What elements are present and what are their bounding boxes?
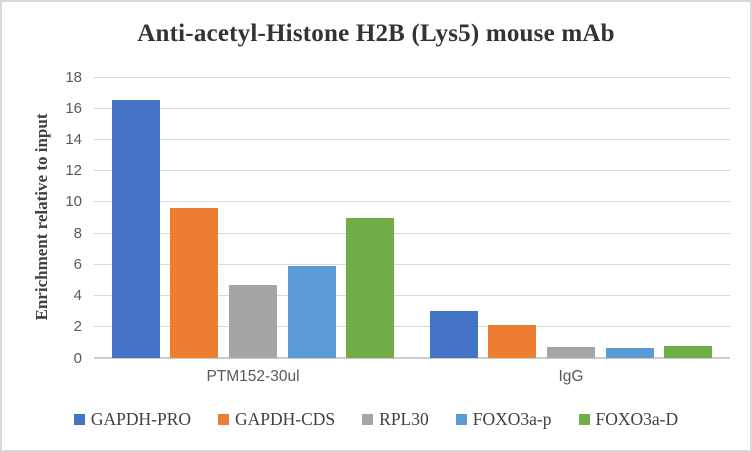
legend-item-GAPDH-PRO: GAPDH-PRO	[73, 409, 191, 430]
x-axis-line	[94, 357, 730, 359]
legend-item-FOXO3a-p: FOXO3a-p	[455, 409, 552, 430]
legend-swatch-GAPDH-CDS	[218, 414, 229, 425]
y-tick-label-2: 2	[73, 318, 82, 336]
x-category-label-PTM152-30ul: PTM152-30ul	[206, 368, 300, 385]
legend-label-RPL30: RPL30	[379, 409, 429, 429]
y-tick-label-14: 14	[65, 130, 82, 148]
legend-label-FOXO3a-D: FOXO3a-D	[595, 409, 679, 429]
y-tick-label-0: 0	[73, 349, 82, 367]
gridline-y-6	[94, 263, 730, 265]
legend-swatch-FOXO3a-D	[578, 414, 590, 425]
legend-label-FOXO3a-p: FOXO3a-p	[472, 409, 552, 429]
gridline-y-8	[94, 232, 730, 234]
y-tick-label-12: 12	[65, 162, 82, 180]
bar-FOXO3a-D-PTM152-30ul	[346, 217, 395, 358]
legend-swatch-FOXO3a-p	[455, 414, 467, 425]
bar-FOXO3a-p-PTM152-30ul	[287, 265, 336, 358]
gridline-y-2	[94, 326, 730, 328]
bar-FOXO3a-p-IgG	[605, 347, 654, 358]
gridline-y-12	[94, 170, 730, 172]
gridline-y-16	[94, 107, 730, 109]
legend-swatch-GAPDH-PRO	[73, 414, 85, 425]
gridline-y-10	[94, 201, 730, 203]
legend-label-GAPDH-PRO: GAPDH-PRO	[90, 409, 191, 429]
bar-GAPDH-CDS-IgG	[488, 325, 537, 358]
legend: GAPDH-PRO GAPDH-CDS RPL30 FOXO3a-p FOXO3a-D	[2, 409, 750, 430]
legend-label-GAPDH-CDS: GAPDH-CDS	[235, 409, 336, 429]
bar-FOXO3a-D-IgG	[664, 345, 713, 358]
legend-swatch-RPL30	[362, 414, 374, 425]
plot-area	[94, 76, 730, 359]
x-category-label-IgG: IgG	[558, 368, 584, 385]
y-tick-label-16: 16	[65, 99, 82, 117]
bar-GAPDH-CDS-PTM152-30ul	[170, 208, 219, 358]
legend-item-RPL30: RPL30	[362, 409, 429, 430]
y-tick-label-6: 6	[73, 255, 82, 273]
bar-GAPDH-PRO-PTM152-30ul	[111, 100, 160, 358]
bar-RPL30-PTM152-30ul	[229, 284, 277, 358]
y-tick-label-10: 10	[65, 193, 82, 211]
gridline-y-14	[94, 138, 730, 140]
y-tick-label-8: 8	[73, 224, 82, 242]
y-tick-label-18: 18	[65, 68, 82, 86]
bar-GAPDH-PRO-IgG	[429, 311, 478, 358]
gridline-y-18	[94, 76, 730, 78]
legend-item-FOXO3a-D: FOXO3a-D	[578, 409, 679, 430]
legend-item-GAPDH-CDS: GAPDH-CDS	[218, 409, 335, 430]
bar-RPL30-IgG	[547, 347, 595, 358]
y-tick-label-4: 4	[73, 287, 82, 305]
gridline-y-4	[94, 295, 730, 297]
chart-title: Anti-acetyl-Histone H2B (Lys5) mouse mAb	[137, 20, 615, 47]
